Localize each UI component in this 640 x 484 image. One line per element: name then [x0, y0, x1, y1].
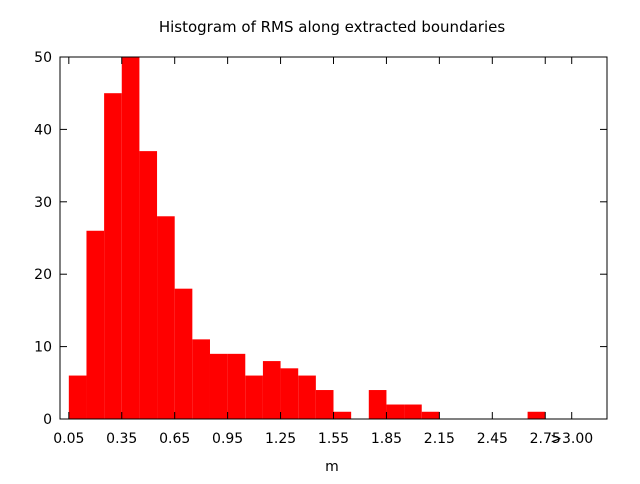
histogram-bar	[227, 353, 246, 419]
ticks-layer: 0 10 20 30 40 50 0.05 0.35 0.65 0.95 1.25 1.55 1.85 2…	[34, 50, 607, 447]
histogram-bar	[192, 339, 210, 419]
x-tick-label: 2.15	[424, 431, 455, 447]
bars-layer	[68, 57, 546, 419]
histogram-bar	[262, 361, 281, 419]
histogram-bar	[157, 216, 175, 419]
y-tick-label: 10	[34, 340, 52, 356]
x-tick-label: 1.55	[318, 431, 349, 447]
histogram-bar	[245, 375, 263, 419]
histogram-bar	[174, 288, 193, 419]
histogram-bar	[298, 375, 316, 419]
x-tick-label: 1.25	[265, 431, 296, 447]
x-axis-label: m	[325, 459, 339, 475]
histogram-bar	[368, 390, 387, 419]
histogram-bar	[315, 390, 334, 419]
histogram-bar	[104, 93, 122, 419]
x-tick-label: 0.65	[159, 431, 190, 447]
x-tick-label: 2.75	[530, 431, 561, 447]
histogram-bar	[404, 404, 422, 419]
y-tick-label: 0	[43, 412, 52, 428]
x-tick-label: 1.85	[371, 431, 402, 447]
x-tick-label: >3.00	[550, 431, 593, 447]
y-tick-label: 40	[34, 122, 52, 138]
x-tick-label: 2.45	[477, 431, 508, 447]
histogram-bar	[527, 411, 546, 419]
histogram-bar	[68, 375, 87, 419]
histogram-bar	[86, 230, 105, 419]
histogram-bar	[280, 368, 299, 419]
x-tick-label: 0.95	[212, 431, 243, 447]
histogram-bar	[121, 57, 140, 419]
x-tick-label: 0.35	[106, 431, 137, 447]
x-tick-label: 0.05	[53, 431, 84, 447]
y-tick-label: 20	[34, 267, 52, 283]
histogram-bar	[333, 411, 352, 419]
y-tick-label: 30	[34, 195, 52, 211]
histogram-bar	[421, 411, 440, 419]
chart-title: Histogram of RMS along extracted boundar…	[159, 18, 506, 36]
histogram-bar	[209, 353, 228, 419]
histogram-bar	[139, 151, 158, 419]
y-tick-label: 50	[34, 50, 52, 66]
histogram-bar	[386, 404, 405, 419]
